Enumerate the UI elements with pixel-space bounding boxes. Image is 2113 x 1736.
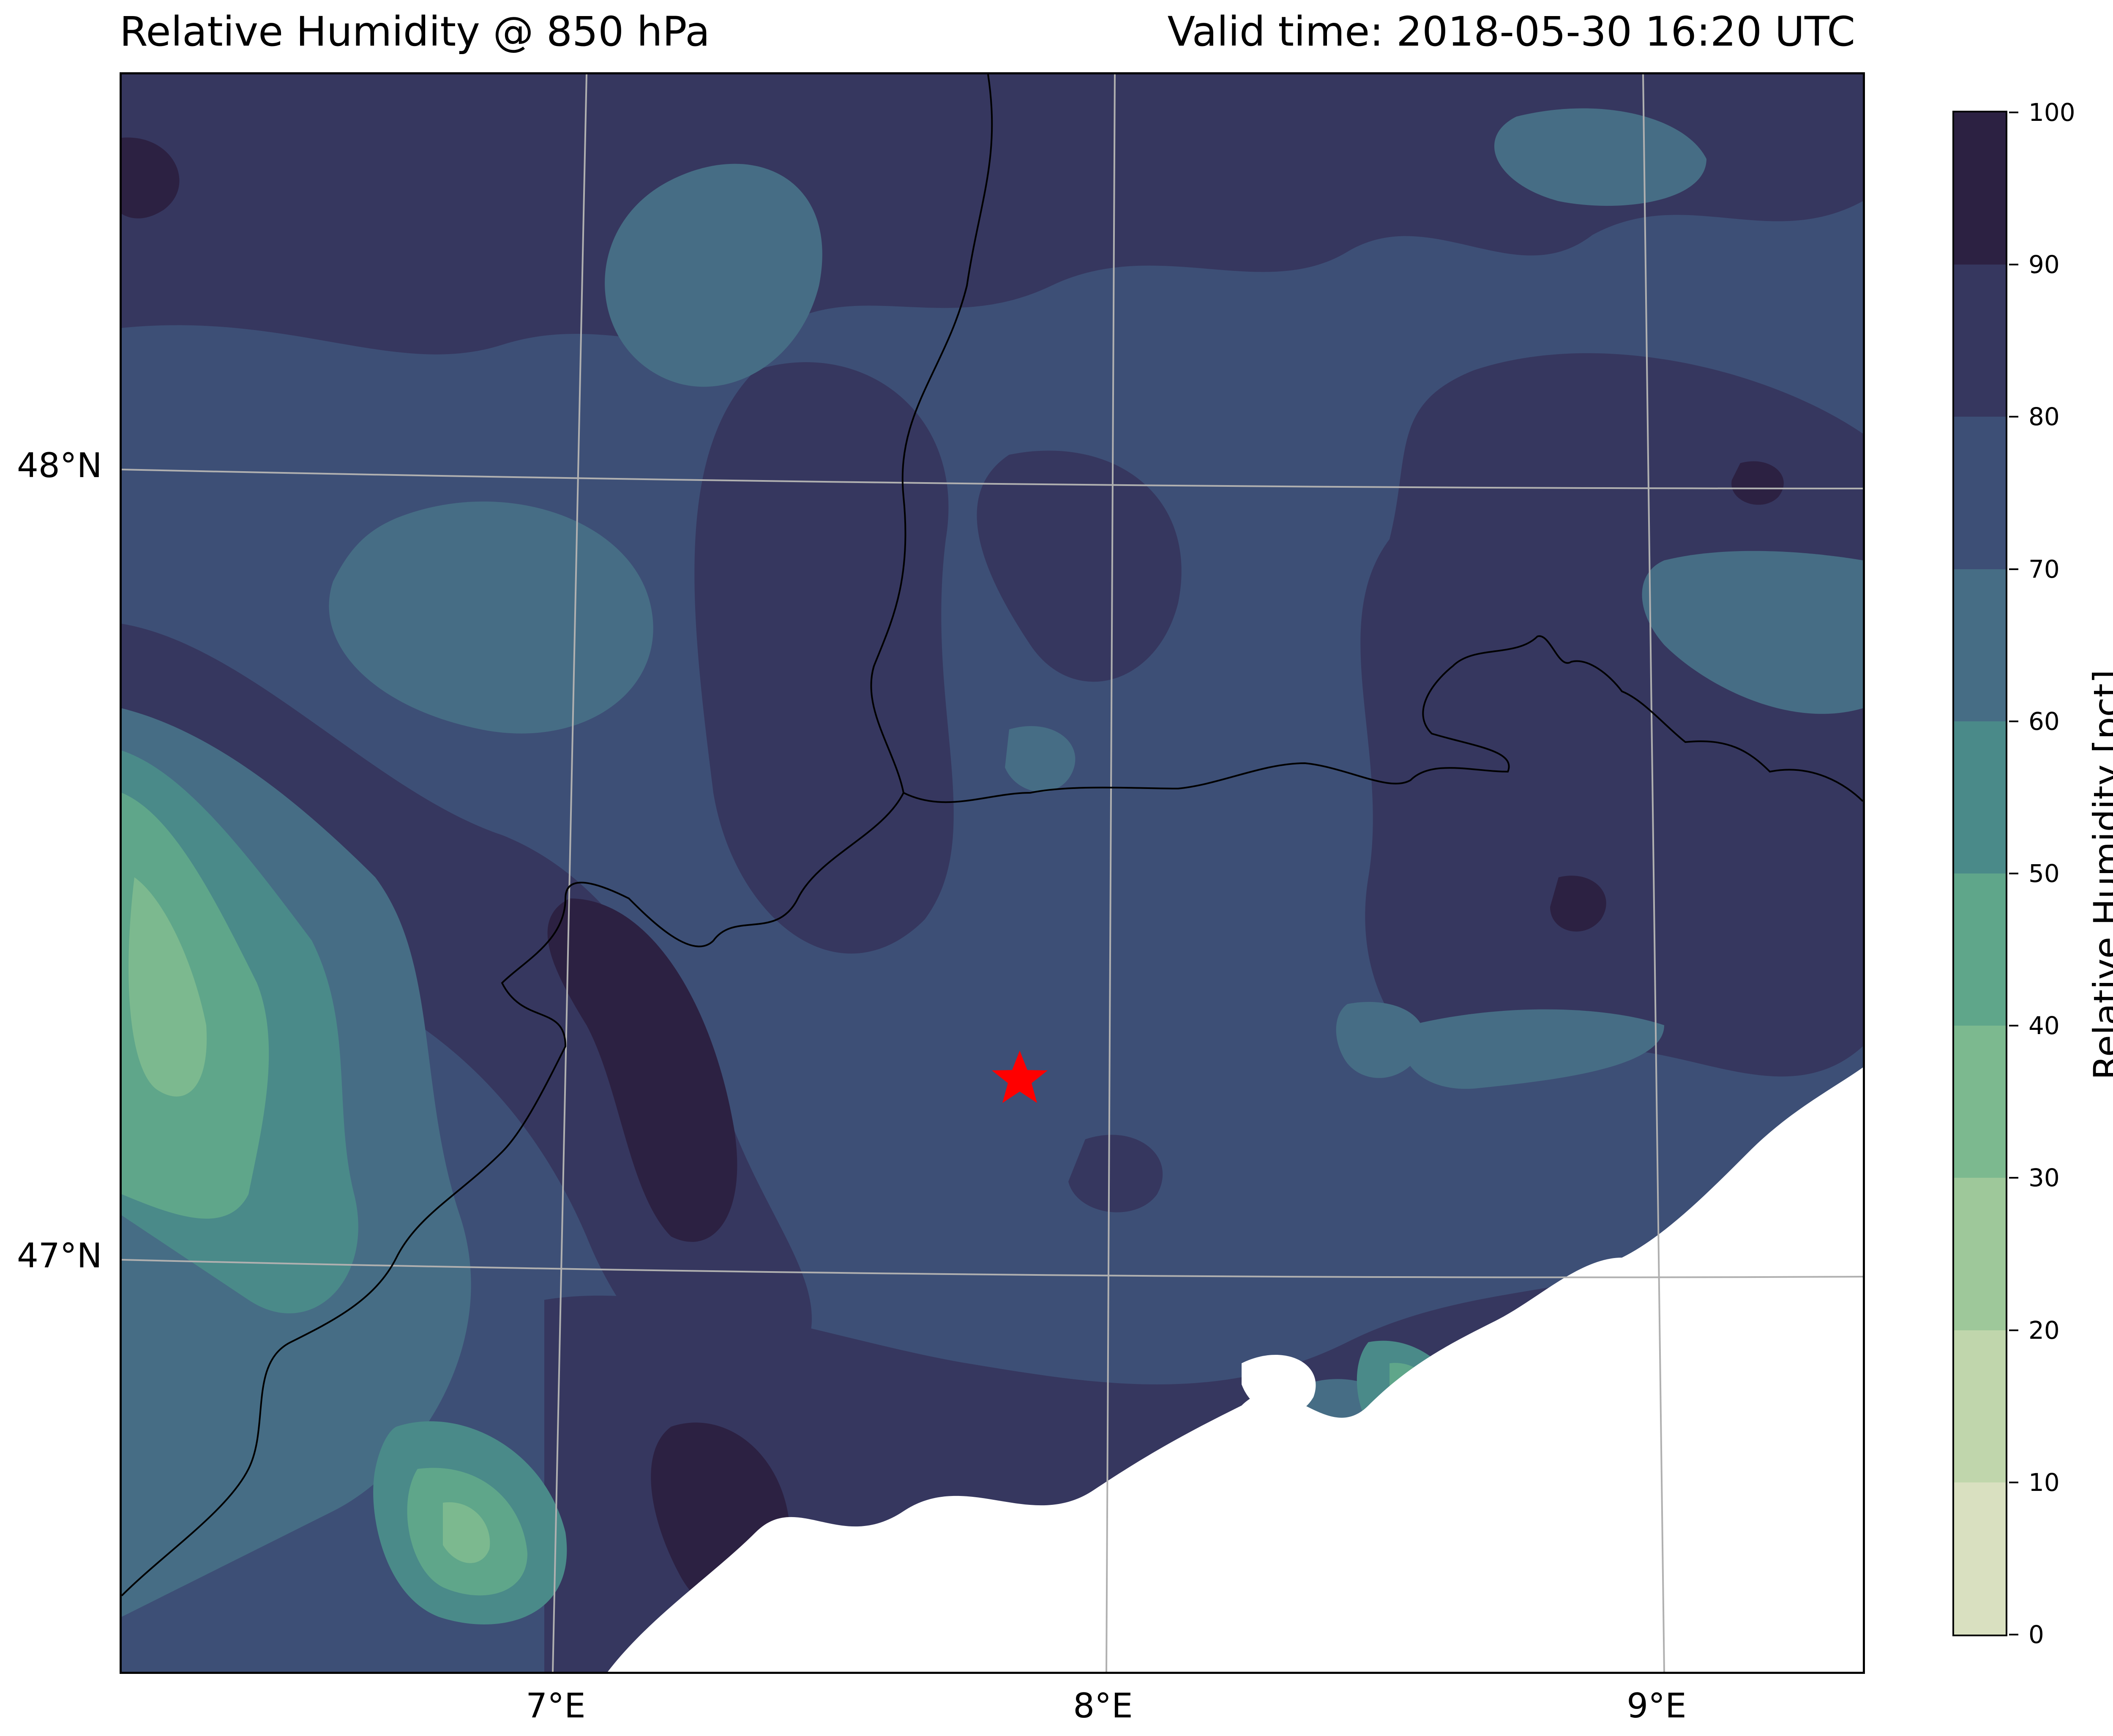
colorbar-level-80-90 — [1954, 265, 2006, 417]
no-data-area — [1242, 1354, 1316, 1415]
colorbar-tick-label: 100 — [2028, 98, 2075, 127]
colorbar-tick — [2009, 264, 2018, 266]
colorbar-tick — [2009, 568, 2018, 570]
lon-label-7e: 7°E — [526, 1686, 586, 1725]
colorbar-level-20-30 — [1954, 1178, 2006, 1330]
colorbar-tick-label: 20 — [2028, 1316, 2060, 1345]
colorbar-tick-label: 30 — [2028, 1163, 2060, 1193]
lon-label-8e: 8°E — [1073, 1686, 1133, 1725]
colorbar-tick-label: 50 — [2028, 859, 2060, 888]
location-star-marker — [992, 1051, 1048, 1103]
humidity-region-80-90 — [694, 362, 954, 954]
colorbar — [1952, 111, 2007, 1636]
humidity-region-60-70 — [329, 501, 653, 734]
country-borders — [122, 74, 1863, 1597]
humidity-region-90-100 — [122, 137, 180, 218]
colorbar-tick — [2009, 1177, 2018, 1179]
humidity-field — [122, 74, 1863, 1672]
colorbar-tick — [2009, 416, 2018, 418]
colorbar-level-90-100 — [1954, 112, 2006, 265]
humidity-region-60-70 — [1005, 726, 1076, 792]
colorbar-tick — [2009, 1634, 2018, 1635]
humidity-map[interactable] — [120, 72, 1865, 1674]
colorbar-tick — [2009, 112, 2018, 113]
humidity-region-60-70 — [1642, 551, 1863, 714]
colorbar-tick — [2009, 720, 2018, 722]
humidity-region-60-70 — [605, 164, 822, 387]
colorbar-level-70-80 — [1954, 417, 2006, 569]
colorbar-label: Relative Humidity [pct] — [2086, 669, 2113, 1080]
colorbar-level-0-10 — [1954, 1482, 2006, 1635]
humidity-region-90-100 — [1731, 461, 1784, 505]
colorbar-tick-label: 60 — [2028, 707, 2060, 736]
colorbar-tick-label: 0 — [2028, 1620, 2044, 1649]
map-title: Relative Humidity @ 850 hPa — [120, 8, 710, 55]
humidity-region-80-90 — [977, 450, 1182, 682]
colorbar-tick-label: 80 — [2028, 402, 2060, 431]
gridlines — [122, 74, 1863, 1672]
humidity-region-30-40 — [128, 877, 207, 1097]
humidity-region-90-100 — [547, 898, 737, 1242]
colorbar-tick-label: 90 — [2028, 250, 2060, 279]
colorbar-level-40-50 — [1954, 873, 2006, 1026]
humidity-region-80-90 — [1360, 353, 1863, 1077]
colorbar-level-30-40 — [1954, 1026, 2006, 1178]
humidity-region-30-40 — [443, 1502, 490, 1563]
colorbar-level-50-60 — [1954, 721, 2006, 873]
humidity-region-60-70 — [1494, 108, 1706, 206]
colorbar-tick-label: 10 — [2028, 1468, 2060, 1497]
humidity-region-60-70 — [1336, 1002, 1425, 1078]
valid-time: Valid time: 2018-05-30 16:20 UTC — [1167, 8, 1856, 55]
colorbar-tick-label: 70 — [2028, 554, 2060, 584]
humidity-region-60-70 — [1403, 1009, 1664, 1089]
lat-label-48n: 48°N — [17, 446, 102, 485]
humidity-region-80-90 — [122, 74, 1863, 355]
humidity-region-90-100 — [1550, 876, 1606, 932]
colorbar-tick — [2009, 1481, 2018, 1483]
colorbar-tick — [2009, 1329, 2018, 1331]
colorbar-level-10-20 — [1954, 1330, 2006, 1482]
lat-label-47n: 47°N — [17, 1236, 102, 1275]
humidity-region-80-90 — [1068, 1135, 1163, 1212]
colorbar-level-60-70 — [1954, 569, 2006, 721]
colorbar-tick — [2009, 1025, 2018, 1027]
no-data-area — [608, 1067, 1863, 1672]
colorbar-tick-label: 40 — [2028, 1011, 2060, 1040]
lon-label-9e: 9°E — [1627, 1686, 1687, 1725]
colorbar-tick — [2009, 873, 2018, 874]
